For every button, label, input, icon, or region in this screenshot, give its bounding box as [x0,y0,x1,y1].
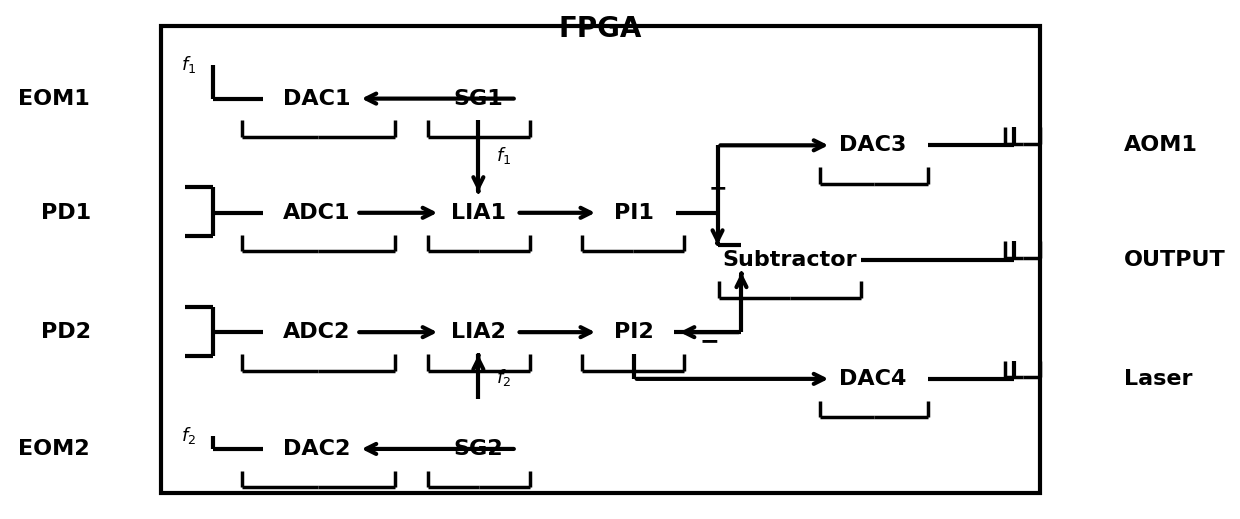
Text: $f_1$: $f_1$ [181,54,197,75]
Text: AOM1: AOM1 [1125,135,1198,155]
Text: PI2: PI2 [614,322,653,342]
Text: −: − [699,330,719,353]
Text: $f_1$: $f_1$ [496,145,512,166]
Bar [161,26,1040,493]
Text: DAC4: DAC4 [839,369,906,389]
Text: ADC2: ADC2 [283,322,351,342]
Text: SG1: SG1 [454,89,503,108]
Text: SG2: SG2 [454,439,503,459]
Text: $f_2$: $f_2$ [181,426,196,446]
Text: PI1: PI1 [614,203,653,223]
Text: DAC1: DAC1 [283,89,351,108]
Text: PD1: PD1 [41,203,91,223]
Text: EOM2: EOM2 [19,439,89,459]
Text: DAC2: DAC2 [283,439,351,459]
Text: $f_2$: $f_2$ [496,367,511,388]
Text: LIA1: LIA1 [451,203,506,223]
Text: LIA2: LIA2 [451,322,506,342]
Text: FPGA: FPGA [559,15,642,43]
Text: OUTPUT: OUTPUT [1125,250,1226,269]
Text: +: + [708,180,727,199]
Text: PD2: PD2 [41,322,91,342]
Text: Subtractor: Subtractor [722,250,857,269]
Text: EOM1: EOM1 [17,89,89,108]
Text: DAC3: DAC3 [839,135,906,155]
Text: Laser: Laser [1125,369,1193,389]
Text: ADC1: ADC1 [283,203,351,223]
